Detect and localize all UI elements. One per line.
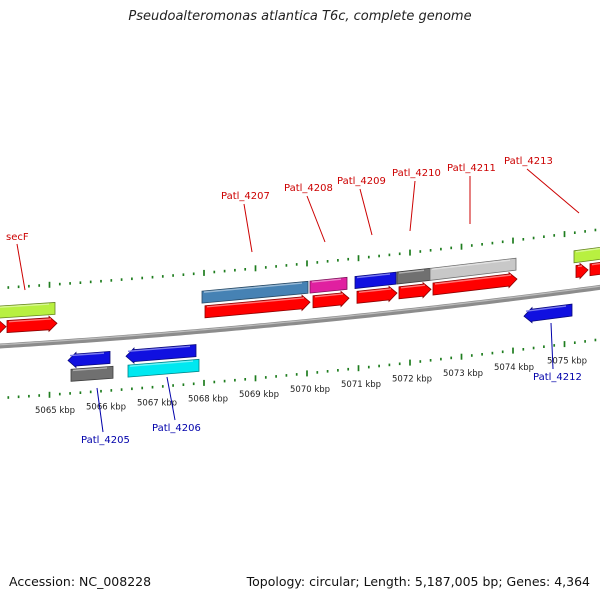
- gene-leader-line: [166, 376, 176, 421]
- cds-arrow-plus-shine: [8, 318, 52, 323]
- scale-label: 5065 kbp: [35, 406, 75, 416]
- genome-title: Pseudoalteromonas atlantica T6c, complet…: [128, 9, 472, 24]
- scale-label: 5067 kbp: [137, 398, 177, 408]
- cds-arrow-plus-shine: [434, 274, 512, 285]
- cds-arrow-plus: [575, 262, 589, 280]
- gene-label: Patl_4206: [152, 423, 201, 434]
- gene-bar-patl-4206-shine: [127, 345, 191, 353]
- gene-features: [0, 246, 600, 382]
- scale-label: 5075 kbp: [547, 356, 587, 366]
- cds-arrow-plus: [432, 271, 518, 296]
- gene-label: Patl_4213: [504, 156, 553, 167]
- accession-text: Accession: NC_008228: [9, 574, 152, 589]
- scale-label: 5068 kbp: [188, 394, 228, 404]
- gene-leader-line: [96, 387, 104, 433]
- gene-label: Patl_4210: [392, 168, 441, 179]
- cds-arrow-plus-shine: [577, 265, 583, 268]
- gene-bar-patl-4207: [201, 280, 309, 304]
- cds-arrow-plus-shine: [358, 288, 392, 294]
- cds-arrow-plus-shine: [400, 284, 426, 289]
- gene-leader-line: [243, 203, 253, 253]
- gene-leader-line: [306, 195, 326, 243]
- gene-bar-patl-4206-b-shine: [129, 360, 194, 367]
- gene-leader-line: [526, 168, 580, 214]
- scale-label: 5072 kbp: [392, 375, 432, 385]
- gene-bar-patl-4213-shine: [575, 247, 600, 253]
- gene-label: Patl_4211: [447, 163, 496, 174]
- backbone-highlight: [0, 285, 600, 346]
- gene-label: secF: [6, 232, 29, 243]
- gene-bar-patl-4211: [429, 257, 517, 281]
- gene-bar-secf-shine: [0, 303, 50, 308]
- cds-arrow-plus-shine: [591, 262, 600, 266]
- cds-arrow-plus: [356, 285, 398, 304]
- cds-arrow-plus: [0, 320, 7, 334]
- gene-leader-line: [359, 188, 373, 236]
- gene-bar-patl-4209-shine: [356, 273, 391, 279]
- cds-arrow-plus-shine: [314, 293, 344, 298]
- cds-arrow-plus-shine: [206, 297, 305, 308]
- cds-arrow-plus: [312, 290, 350, 309]
- backbone-line: [0, 284, 600, 349]
- gene-label: Patl_4208: [284, 183, 333, 194]
- gene-bar-patl-4207-shine: [203, 282, 303, 293]
- gene-bar-patl-4206-b: [127, 358, 200, 378]
- gene-leader-line: [16, 243, 26, 291]
- cds-arrow-plus: [398, 281, 432, 300]
- gene-bar-patl-4208: [309, 276, 348, 294]
- scale-label: 5073 kbp: [443, 369, 483, 379]
- gene-bar-patl-4205-b-shine: [72, 367, 108, 372]
- genome-summary-text: Topology: circular; Length: 5,187,005 bp…: [246, 574, 590, 589]
- genome-backbone: [0, 284, 600, 349]
- gene-bar-patl-4212-shine: [525, 305, 567, 312]
- scale-label: 5074 kbp: [494, 363, 534, 373]
- gene-bar-patl-4208-shine: [311, 278, 342, 283]
- gene-bar-patl-4211-shine: [431, 259, 511, 271]
- scale-label: 5071 kbp: [341, 380, 381, 390]
- gene-labels: 5065 kbp 5066 kbp 5067 kbp 5068 kbp 5069 kbp…: [6, 156, 587, 446]
- gene-bar-patl-4212: [523, 303, 573, 324]
- gene-label: Patl_4212: [533, 372, 582, 383]
- tick-marks: [7, 228, 597, 399]
- cds-arrow-plus: [589, 261, 600, 277]
- gene-label: Patl_4209: [337, 176, 386, 187]
- gene-bar-patl-4206: [125, 344, 197, 365]
- scale-label: 5066 kbp: [86, 402, 126, 412]
- gene-leader-line: [550, 322, 554, 370]
- scale-label: 5069 kbp: [239, 390, 279, 400]
- cds-arrow-plus: [204, 294, 311, 319]
- gene-bar-patl-4205-shine: [69, 352, 105, 357]
- scale-label: 5070 kbp: [290, 385, 330, 395]
- gene-label: Patl_4205: [81, 435, 130, 446]
- gene-label: Patl_4207: [221, 191, 270, 202]
- gene-leader-line: [409, 180, 416, 232]
- gene-bar-patl-4210-shine: [398, 269, 425, 274]
